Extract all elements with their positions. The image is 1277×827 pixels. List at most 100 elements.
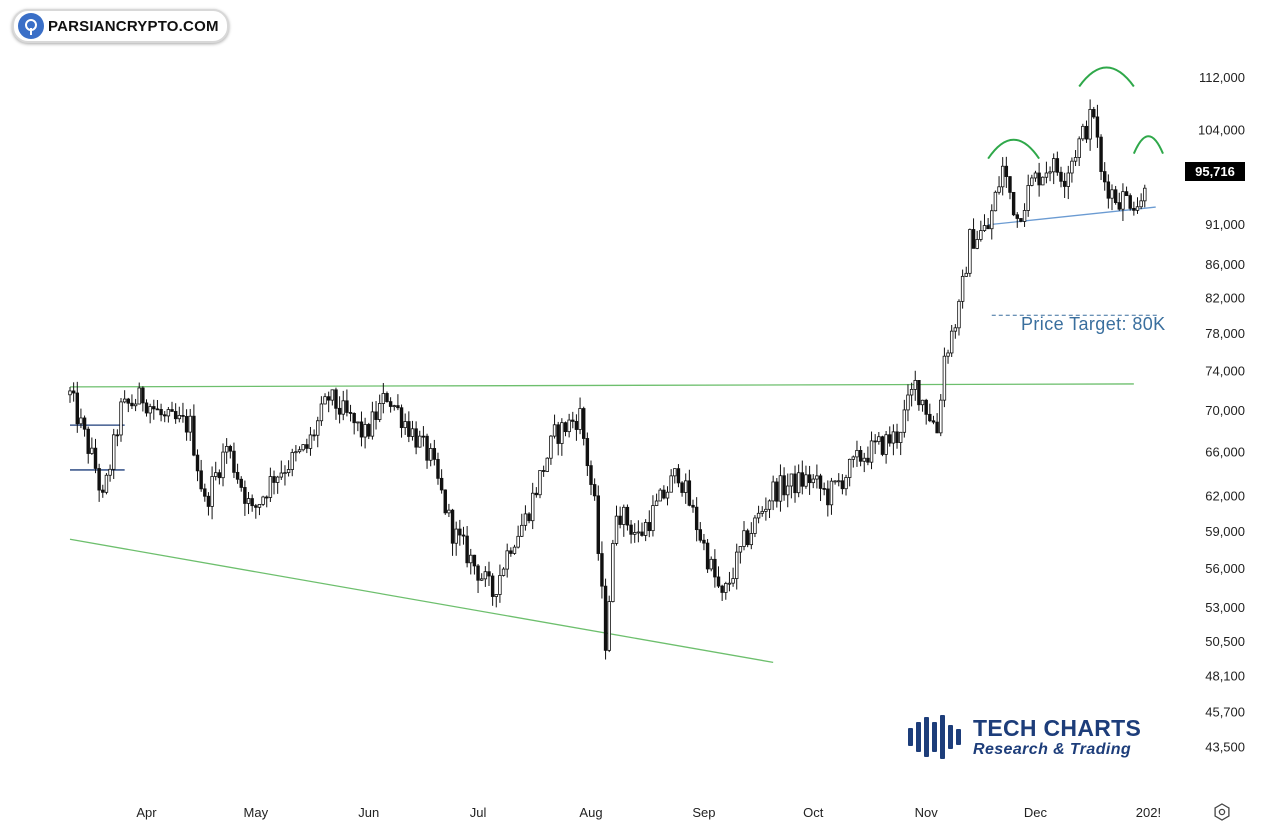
candle-body-up [1048, 171, 1052, 174]
price-tick-label: 59,000 [1205, 524, 1245, 539]
candle-body-up [939, 399, 943, 434]
candle [1110, 184, 1114, 211]
candle [906, 384, 910, 422]
candle [326, 391, 331, 413]
candle-body-down [305, 444, 309, 449]
candle [840, 474, 845, 495]
candle-body-down [1008, 176, 1012, 193]
candle [137, 382, 141, 405]
candle-body-down [414, 428, 418, 448]
candle-body-up [1143, 187, 1147, 202]
candle-body-up [133, 403, 138, 407]
candle-body-up [1135, 206, 1140, 211]
candle [301, 444, 305, 452]
candle [505, 543, 509, 578]
price-tick-label: 48,100 [1205, 668, 1245, 683]
candle-body-up [283, 472, 287, 475]
candle [651, 495, 655, 537]
candle-body-up [960, 275, 965, 302]
candle [891, 424, 896, 456]
candle [847, 458, 852, 487]
candle [673, 468, 677, 484]
candle-body-down [793, 473, 797, 494]
candle [622, 504, 626, 537]
candle [698, 522, 703, 543]
candle-body-down [1004, 165, 1009, 177]
candle [337, 396, 342, 424]
candle [727, 571, 732, 592]
candle-body-down [574, 421, 579, 430]
candle [112, 428, 116, 479]
candle [1135, 197, 1140, 214]
candle [928, 403, 932, 423]
candle-body-down [935, 421, 939, 434]
candle [789, 473, 794, 499]
price-tick-label: 53,000 [1205, 600, 1245, 615]
candle [541, 465, 546, 477]
candle [1088, 99, 1092, 151]
candle-body-up [516, 535, 520, 548]
candle-body-down [144, 402, 149, 414]
candle-body-up [224, 446, 229, 453]
candle-body-down [396, 405, 400, 409]
candle [221, 443, 225, 487]
candle-body-up [567, 419, 571, 433]
candle-body-down [647, 522, 652, 532]
candle [454, 521, 458, 556]
candle-body-down [1019, 218, 1023, 222]
candle-body-down [826, 488, 830, 506]
candle-body-down [822, 488, 826, 490]
candle-body-up [975, 239, 979, 249]
candle [144, 399, 149, 417]
candle-body-up [724, 583, 728, 593]
candle [1011, 191, 1016, 217]
candle-body-up [279, 472, 284, 478]
candle-body-up [902, 409, 907, 433]
price-tick-label: 50,500 [1205, 634, 1245, 649]
candle-body-up [308, 434, 313, 449]
price-tick-label: 91,000 [1205, 217, 1245, 232]
candle-body-down [75, 392, 79, 425]
candle [159, 403, 163, 422]
candle [1059, 166, 1063, 188]
candle [246, 491, 251, 515]
candle [1062, 172, 1067, 199]
trendline-support [69, 538, 774, 663]
candle-body-up [1044, 172, 1049, 178]
candle-body-up [673, 468, 677, 477]
candle-body-up [1081, 125, 1085, 140]
candle-body-up [946, 352, 950, 357]
candle [851, 455, 856, 468]
candle [982, 214, 987, 232]
candle-body-up [494, 594, 498, 597]
candle [494, 594, 498, 608]
candle-body-down [924, 399, 928, 415]
settings-gear-icon[interactable] [1213, 803, 1231, 821]
candle-body-down [917, 380, 921, 406]
candle-body-down [239, 478, 243, 488]
candle-body-down [541, 470, 546, 472]
candle-body-down [388, 401, 393, 407]
candle [224, 438, 229, 464]
candle-body-down [807, 474, 812, 484]
candle-body-down [589, 465, 593, 485]
candle [1139, 193, 1143, 210]
candle-body-up [261, 496, 265, 505]
candle [694, 497, 699, 542]
candle-body-down [691, 504, 695, 508]
candle-body-up [90, 447, 94, 454]
candle [385, 391, 389, 403]
candle [611, 539, 615, 603]
price-axis[interactable]: 112,000 104,000 91,000 86,000 82,000 78,000 74… [1198, 70, 1245, 755]
candle [414, 421, 418, 455]
candle [643, 519, 648, 542]
candle [75, 381, 79, 433]
candle [684, 473, 688, 504]
time-axis[interactable]: Apr May Jun Jul Aug Sep Oct Nov Dec 202! [136, 805, 1161, 820]
candle [971, 218, 976, 249]
candle [461, 526, 466, 545]
candle-body-down [687, 480, 692, 506]
candle [742, 521, 746, 551]
